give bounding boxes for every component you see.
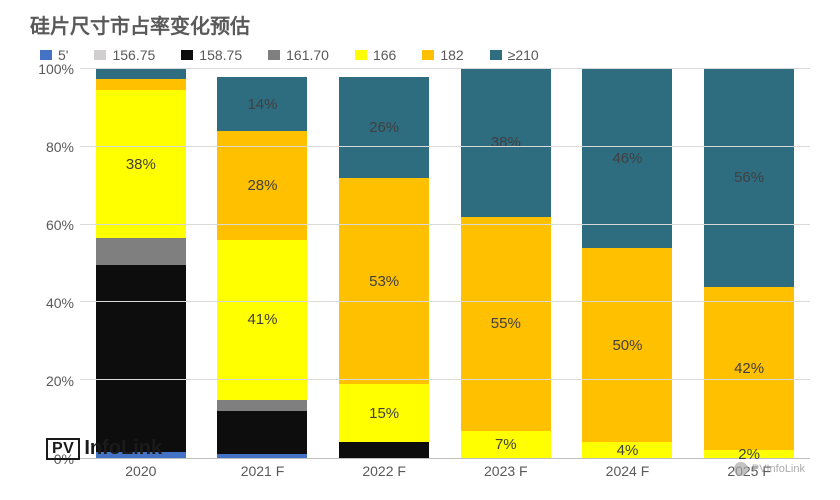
bar-segment bbox=[339, 69, 429, 77]
bar-column: 46% 50% 4% bbox=[582, 69, 672, 458]
bar-column: 38% bbox=[96, 69, 186, 458]
legend-swatch-icon bbox=[181, 50, 193, 60]
y-axis: 0%20%40%60%80%100% bbox=[30, 69, 80, 459]
y-tick-label: 100% bbox=[38, 61, 74, 77]
gridline bbox=[80, 68, 810, 69]
segment-value-label: 38% bbox=[126, 156, 156, 173]
bars-container: 38% 14% 28% 41% 26% 53% 15% 38% 55% 7% 46% 50% 4% 56%… bbox=[80, 69, 810, 458]
segment-value-label: 7% bbox=[495, 436, 517, 453]
segment-value-label: 50% bbox=[612, 337, 642, 354]
bar-column: 26% 53% 15% bbox=[339, 69, 429, 458]
segment-value-label: 4% bbox=[617, 442, 639, 459]
gridline bbox=[80, 301, 810, 302]
segment-value-label: 28% bbox=[247, 177, 277, 194]
x-tick-label: 2023 F bbox=[461, 459, 551, 479]
watermark-infolink: PV InfoLink bbox=[46, 437, 162, 460]
legend-swatch-icon bbox=[355, 50, 367, 60]
chart-title: 硅片尺寸市占率变化预估 bbox=[30, 10, 810, 39]
bar-segment bbox=[96, 238, 186, 265]
bar-segment: 53% bbox=[339, 178, 429, 384]
segment-value-label: 56% bbox=[734, 169, 764, 186]
segment-value-label: 15% bbox=[369, 405, 399, 422]
y-tick-label: 40% bbox=[46, 295, 74, 311]
bar-segment: 56% bbox=[704, 69, 794, 287]
x-tick-label: 2022 F bbox=[339, 459, 429, 479]
gridline bbox=[80, 379, 810, 380]
bar-segment bbox=[217, 69, 307, 77]
bar-segment: 38% bbox=[96, 90, 186, 238]
legend-swatch-icon bbox=[422, 50, 434, 60]
gridline bbox=[80, 224, 810, 225]
bar-segment: 2% bbox=[704, 450, 794, 458]
gridline bbox=[80, 146, 810, 147]
bar-segment: 26% bbox=[339, 77, 429, 178]
legend-item: ≥210 bbox=[490, 47, 539, 63]
legend-item: 158.75 bbox=[181, 47, 242, 63]
bar-segment bbox=[96, 79, 186, 91]
plot: 38% 14% 28% 41% 26% 53% 15% 38% 55% 7% 46% 50% 4% 56%… bbox=[80, 69, 810, 459]
bar-column: 14% 28% 41% bbox=[217, 69, 307, 458]
y-tick-label: 80% bbox=[46, 139, 74, 155]
bar-segment: 38% bbox=[461, 69, 551, 217]
bar-column: 38% 55% 7% bbox=[461, 69, 551, 458]
y-tick-label: 20% bbox=[46, 373, 74, 389]
segment-value-label: 53% bbox=[369, 273, 399, 290]
bar-segment bbox=[217, 454, 307, 458]
x-tick-label: 2020 bbox=[96, 459, 186, 479]
bar-segment: 55% bbox=[461, 217, 551, 431]
bar-segment bbox=[96, 69, 186, 79]
x-tick-label: 2024 F bbox=[582, 459, 672, 479]
bar-segment: 4% bbox=[582, 442, 672, 458]
legend: 5'156.75158.75161.70166182≥210 bbox=[40, 47, 810, 63]
legend-label: 156.75 bbox=[112, 47, 155, 63]
segment-value-label: 2% bbox=[738, 446, 760, 463]
bar-segment: 14% bbox=[217, 77, 307, 131]
legend-swatch-icon bbox=[40, 50, 52, 60]
segment-value-label: 55% bbox=[491, 315, 521, 332]
x-axis: 20202021 F2022 F2023 F2024 F2025 F bbox=[80, 459, 810, 479]
y-tick-label: 60% bbox=[46, 217, 74, 233]
bar-segment: 50% bbox=[582, 248, 672, 443]
legend-label: 166 bbox=[373, 47, 396, 63]
legend-item: 166 bbox=[355, 47, 396, 63]
legend-label: 182 bbox=[440, 47, 463, 63]
segment-value-label: 41% bbox=[247, 311, 277, 328]
bar-segment: 46% bbox=[582, 69, 672, 248]
plot-area: 0%20%40%60%80%100% 38%14%28%41%26%53%15%… bbox=[30, 69, 810, 459]
segment-value-label: 38% bbox=[491, 134, 521, 151]
bar-segment: 41% bbox=[217, 240, 307, 399]
watermark-text: InfoLink bbox=[84, 437, 162, 460]
legend-swatch-icon bbox=[94, 50, 106, 60]
legend-item: 156.75 bbox=[94, 47, 155, 63]
segment-value-label: 26% bbox=[369, 119, 399, 136]
legend-label: ≥210 bbox=[508, 47, 539, 63]
watermark-pv-icon: PV bbox=[46, 438, 80, 460]
segment-value-label: 42% bbox=[734, 360, 764, 377]
legend-swatch-icon bbox=[268, 50, 280, 60]
bar-segment: 15% bbox=[339, 384, 429, 442]
bar-segment: 7% bbox=[461, 431, 551, 458]
legend-label: 158.75 bbox=[199, 47, 242, 63]
legend-item: 161.70 bbox=[268, 47, 329, 63]
x-tick-label: 2021 F bbox=[217, 459, 307, 479]
legend-label: 161.70 bbox=[286, 47, 329, 63]
segment-value-label: 14% bbox=[247, 96, 277, 113]
bar-segment: 42% bbox=[704, 287, 794, 450]
bar-segment bbox=[96, 265, 186, 452]
bar-column: 56% 42% 2% bbox=[704, 69, 794, 458]
corner-watermark: PVInfoLink bbox=[734, 462, 805, 476]
bar-segment bbox=[217, 411, 307, 454]
corner-watermark-text: PVInfoLink bbox=[752, 463, 805, 475]
bar-segment bbox=[339, 442, 429, 458]
legend-swatch-icon bbox=[490, 50, 502, 60]
bar-segment bbox=[217, 400, 307, 412]
legend-item: 182 bbox=[422, 47, 463, 63]
wechat-icon bbox=[734, 462, 748, 476]
segment-value-label: 46% bbox=[612, 150, 642, 167]
